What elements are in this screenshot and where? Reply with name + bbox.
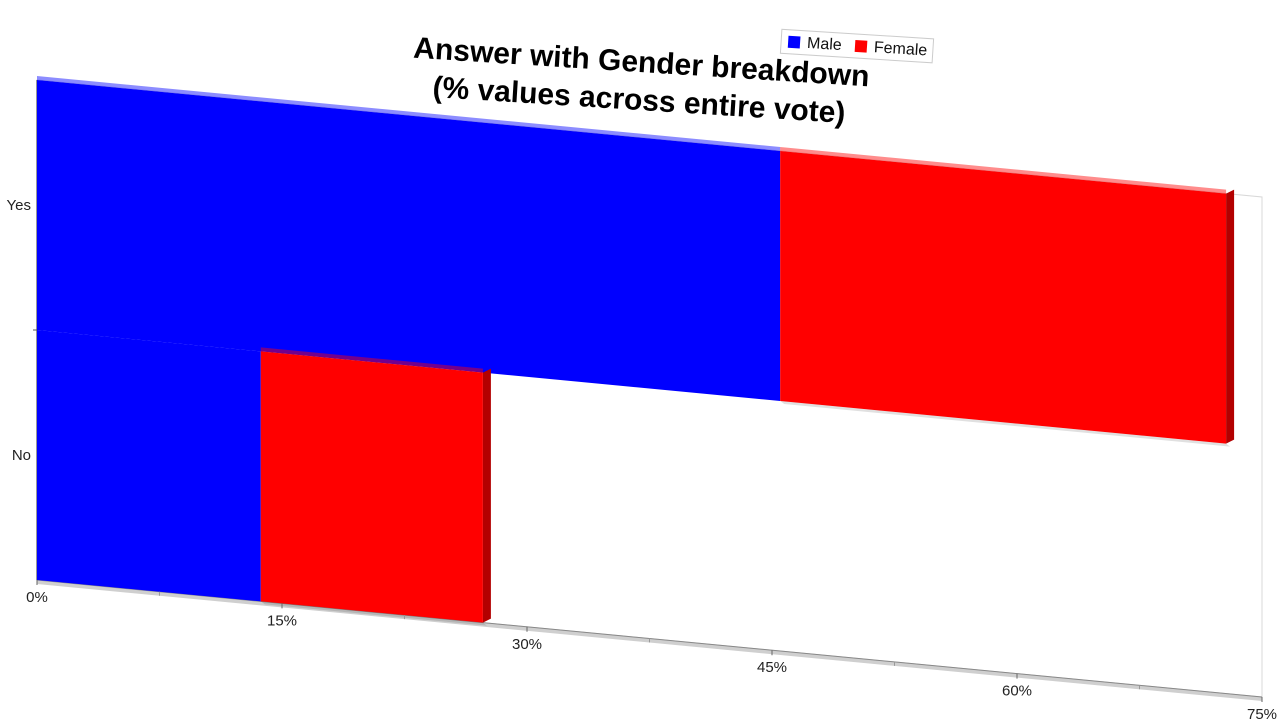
bar-side-yes (1226, 189, 1235, 444)
legend-swatch-male (787, 35, 801, 49)
x-tick-label: 0% (26, 589, 48, 606)
bar-no-male[interactable] (37, 330, 261, 602)
bar-top-no-male (37, 326, 261, 352)
bar-yes-male[interactable] (37, 80, 781, 401)
bar-shadow-no (260, 601, 487, 626)
bar-shadow-yes (780, 401, 1231, 447)
x-tick-label: 60% (1002, 683, 1032, 700)
x-tick-label: 45% (757, 659, 787, 676)
x-tick-label: 75% (1247, 706, 1277, 720)
x-tick-label: 30% (512, 636, 542, 653)
bar-no-female[interactable] (260, 351, 483, 623)
legend-label-female: Female (873, 39, 927, 59)
legend: Male Female (779, 28, 935, 64)
x-tick-label: 15% (267, 612, 297, 629)
y-tick-label-no: No (12, 447, 31, 464)
bar-yes-female[interactable] (780, 151, 1227, 444)
y-tick-label-yes: Yes (7, 197, 31, 214)
bar-top-yes-female (780, 147, 1227, 194)
bar-top-yes-male (37, 76, 781, 151)
legend-swatch-female (854, 39, 868, 53)
bar-side-no (482, 368, 491, 623)
bar-top-no-female (260, 347, 483, 373)
legend-label-male: Male (807, 35, 843, 54)
